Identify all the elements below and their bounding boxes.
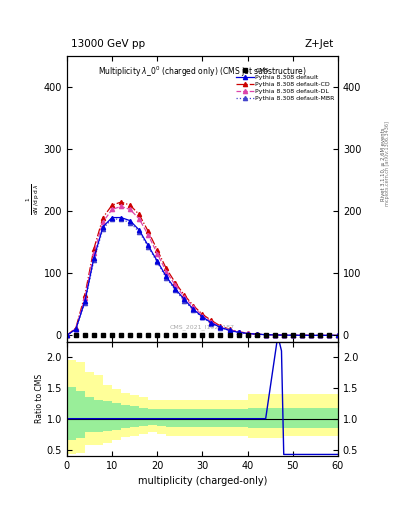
Y-axis label: Ratio to CMS: Ratio to CMS [35, 374, 44, 423]
Text: Z+Jet: Z+Jet [305, 38, 334, 49]
Text: Rivet 3.1.10, ≥ 2.6M events: Rivet 3.1.10, ≥ 2.6M events [381, 127, 386, 201]
X-axis label: multiplicity (charged-only): multiplicity (charged-only) [138, 476, 267, 486]
Text: 13000 GeV pp: 13000 GeV pp [71, 38, 145, 49]
Text: Multiplicity $\lambda\_0^0$ (charged only) (CMS jet substructure): Multiplicity $\lambda\_0^0$ (charged onl… [98, 65, 307, 79]
Text: CMS_2021_I1920187: CMS_2021_I1920187 [170, 325, 235, 330]
Text: mcplots.cern.ch [arXiv:1306.3436]: mcplots.cern.ch [arXiv:1306.3436] [386, 121, 390, 206]
Y-axis label: $\frac{1}{\mathrm{d}N\,/\,\mathrm{d}\,\mathrm{p}\,\mathrm{d}\,\lambda}$: $\frac{1}{\mathrm{d}N\,/\,\mathrm{d}\,\m… [25, 183, 42, 215]
Legend: CMS, Pythia 8.308 default, Pythia 8.308 default-CD, Pythia 8.308 default-DL, Pyt: CMS, Pythia 8.308 default, Pythia 8.308 … [236, 68, 335, 101]
